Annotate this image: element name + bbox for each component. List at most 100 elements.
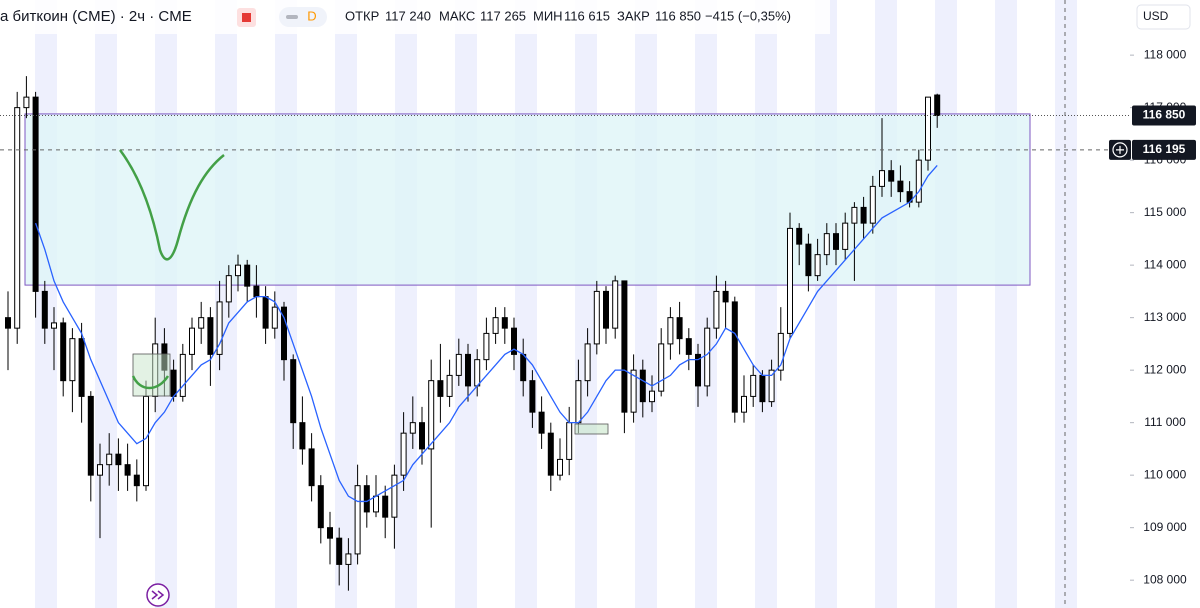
add-button-plus — [1116, 145, 1124, 154]
header-bg — [0, 0, 830, 34]
candle-body — [253, 285, 260, 298]
candle-body — [409, 422, 416, 434]
add-button-circle — [1112, 142, 1128, 158]
candle-body — [336, 537, 343, 565]
candle-body — [630, 369, 637, 413]
candle-body — [124, 464, 131, 476]
close-label: ЗАКР — [617, 8, 650, 23]
crosshair-tag — [1132, 139, 1196, 160]
candle-body — [446, 374, 453, 397]
candle-body — [492, 317, 499, 334]
session-band — [995, 0, 1017, 608]
candle-body — [593, 290, 600, 345]
drawing-curve — [118, 149, 225, 261]
y-tick-label: 118 000 — [1144, 47, 1187, 61]
candle-body — [235, 264, 241, 277]
candle-body — [658, 343, 665, 392]
candle-body — [869, 185, 876, 224]
candle-body — [547, 432, 554, 476]
candle-body — [842, 222, 849, 250]
candle-body — [465, 353, 471, 387]
session-band — [155, 0, 177, 608]
zone-box — [24, 113, 1031, 286]
high-value: 117 265 — [480, 8, 526, 23]
candle-body — [391, 474, 398, 518]
candle-body — [51, 322, 57, 329]
candle-body — [41, 290, 48, 329]
currency: USD — [1143, 9, 1169, 23]
plot-layer — [0, 76, 1130, 591]
candle-body — [133, 474, 140, 487]
candle-body — [345, 553, 352, 565]
status-pill[interactable] — [279, 7, 327, 27]
candle-body — [731, 301, 738, 413]
candle-body — [704, 327, 711, 387]
low-label: МИН — [533, 8, 563, 23]
candle-body — [483, 332, 490, 361]
candle-body — [14, 107, 21, 329]
symbol-title: а биткоин (CME) · 2ч · CME — [0, 8, 192, 25]
add-button[interactable] — [1109, 139, 1131, 160]
candle-body — [354, 485, 361, 555]
candle-body — [557, 458, 563, 476]
candle-body — [382, 495, 389, 518]
low-value: 116 615 — [564, 8, 610, 23]
candle-body — [676, 317, 683, 340]
candle-body — [216, 301, 223, 355]
candle-body — [805, 243, 812, 277]
candle-body — [511, 327, 517, 355]
candle-body — [915, 159, 922, 203]
session-band — [95, 0, 117, 608]
candle-body — [750, 374, 757, 397]
moving-average — [34, 164, 938, 503]
candle-body — [308, 448, 315, 487]
currency-button[interactable] — [1136, 4, 1191, 30]
candle-body — [244, 264, 251, 287]
candle-body — [317, 485, 324, 529]
candle-body — [612, 280, 619, 329]
candle-body — [639, 369, 646, 403]
y-tick-label: 111 000 — [1144, 415, 1186, 429]
candle-body — [759, 374, 766, 403]
candle-body — [189, 327, 195, 355]
candle-body — [584, 343, 591, 382]
candle-body — [768, 369, 775, 403]
price-axis — [1131, 0, 1200, 608]
candle-body — [262, 296, 269, 329]
candle-body — [143, 395, 149, 487]
candle-body — [428, 380, 435, 450]
alert-icon-dot — [242, 13, 251, 22]
drawing-curve — [131, 375, 170, 390]
candle-body — [437, 380, 444, 397]
crosshair-label: 116 195 — [1143, 142, 1186, 156]
candle-body — [115, 453, 122, 466]
candle-body — [695, 353, 701, 387]
candle-body — [823, 233, 830, 256]
candle-body — [5, 317, 11, 329]
y-tick-label: 114 000 — [1144, 257, 1187, 271]
candle-body — [32, 96, 39, 292]
session-band — [815, 0, 837, 608]
badge: D — [307, 8, 316, 23]
candle-body — [170, 369, 177, 397]
session-band — [755, 0, 777, 608]
session-band — [635, 0, 657, 608]
close-value: 116 850 — [655, 8, 701, 23]
candle-body — [667, 317, 674, 345]
candle-body — [97, 464, 103, 476]
candle-body — [851, 206, 858, 224]
candle-body — [474, 359, 481, 387]
replay-icon-arrows — [151, 590, 165, 600]
candle-body — [888, 170, 895, 182]
candle-body — [777, 332, 784, 371]
candle-body — [60, 322, 67, 382]
y-tick-label: 112 000 — [1144, 362, 1187, 376]
candle-body — [787, 227, 793, 334]
candle-body — [198, 317, 205, 329]
candle-body — [603, 290, 609, 329]
session-band — [515, 0, 537, 608]
candle-body — [419, 422, 425, 450]
candle-body — [106, 453, 113, 466]
